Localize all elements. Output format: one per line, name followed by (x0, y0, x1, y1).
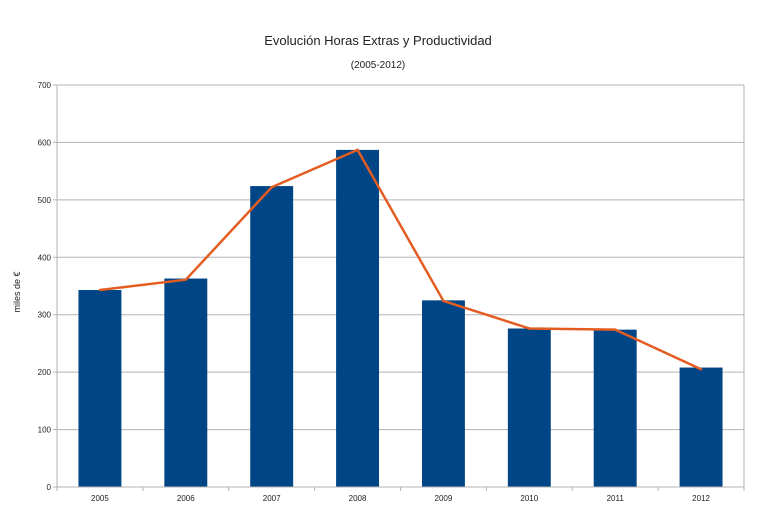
x-ticks: 2005 2006 2007 2008 2009 2010 2011 2012 (56, 487, 745, 503)
y-tick-label: 200 (38, 368, 52, 377)
y-tick-label: 500 (38, 196, 52, 205)
y-tick-label: 400 (38, 253, 52, 262)
y-tick-label: 0 (47, 483, 52, 492)
y-tick-label: 300 (38, 311, 52, 320)
bar-2007 (250, 186, 294, 487)
chart-subtitle: (2005-2012) (351, 60, 405, 71)
x-tick-label: 2011 (607, 494, 625, 503)
x-tick-label: 2005 (91, 494, 109, 503)
bar-2005 (78, 290, 122, 487)
line-point-2011 (613, 328, 617, 331)
y-ticks: 0 100 200 300 400 500 600 700 (38, 81, 57, 492)
bar-2006 (164, 278, 208, 487)
line-point-2010 (528, 327, 531, 330)
x-tick-label: 2007 (263, 494, 281, 503)
x-tick-label: 2006 (177, 494, 195, 503)
y-tick-label: 600 (38, 138, 52, 147)
line-point-2008 (356, 148, 359, 152)
grid (57, 84, 744, 431)
x-tick-label: 2010 (520, 494, 538, 503)
line-point-2007 (270, 186, 273, 189)
bars (78, 149, 723, 487)
x-tick-label: 2009 (435, 494, 453, 503)
y-tick-label: 100 (38, 426, 52, 435)
line-point-2006 (184, 278, 188, 281)
line-point-2009 (442, 299, 445, 303)
bar-2009 (421, 300, 465, 487)
x-tick-label: 2008 (349, 494, 367, 503)
line-point-2012 (699, 368, 703, 371)
y-axis-label: miles de € (12, 271, 22, 312)
chart-title: Evolución Horas Extras y Productividad (264, 33, 492, 48)
x-tick-label: 2012 (692, 494, 710, 503)
bar-2008 (336, 149, 380, 487)
bar-2012 (679, 367, 723, 487)
productividad-line (99, 148, 702, 371)
y-tick-label: 700 (38, 81, 52, 90)
bar-2010 (507, 328, 551, 487)
axes (56, 85, 745, 488)
line-point-2005 (98, 288, 102, 292)
line-series (98, 148, 703, 371)
bar-2011 (593, 329, 637, 487)
